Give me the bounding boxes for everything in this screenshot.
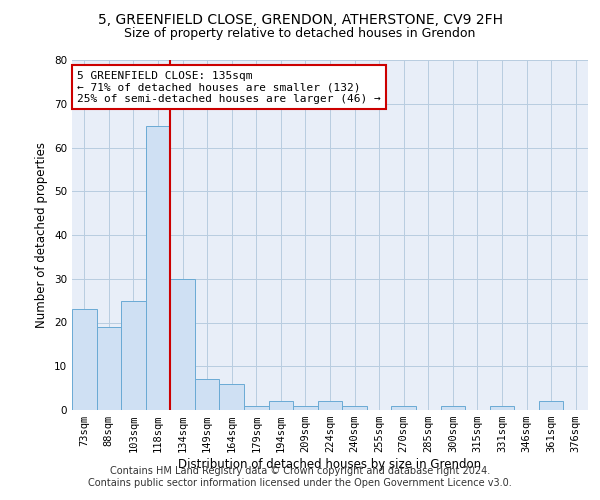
- X-axis label: Distribution of detached houses by size in Grendon: Distribution of detached houses by size …: [178, 458, 482, 471]
- Bar: [539, 401, 563, 410]
- Bar: [440, 406, 465, 410]
- Y-axis label: Number of detached properties: Number of detached properties: [35, 142, 49, 328]
- Bar: [170, 279, 195, 410]
- Bar: [244, 406, 269, 410]
- Bar: [220, 384, 244, 410]
- Bar: [318, 401, 342, 410]
- Bar: [72, 310, 97, 410]
- Bar: [269, 401, 293, 410]
- Bar: [490, 406, 514, 410]
- Text: Contains HM Land Registry data © Crown copyright and database right 2024.
Contai: Contains HM Land Registry data © Crown c…: [88, 466, 512, 487]
- Text: Size of property relative to detached houses in Grendon: Size of property relative to detached ho…: [124, 28, 476, 40]
- Bar: [293, 406, 318, 410]
- Bar: [342, 406, 367, 410]
- Text: 5, GREENFIELD CLOSE, GRENDON, ATHERSTONE, CV9 2FH: 5, GREENFIELD CLOSE, GRENDON, ATHERSTONE…: [97, 12, 503, 26]
- Bar: [391, 406, 416, 410]
- Bar: [146, 126, 170, 410]
- Text: 5 GREENFIELD CLOSE: 135sqm
← 71% of detached houses are smaller (132)
25% of sem: 5 GREENFIELD CLOSE: 135sqm ← 71% of deta…: [77, 70, 381, 104]
- Bar: [121, 300, 146, 410]
- Bar: [97, 327, 121, 410]
- Bar: [195, 380, 220, 410]
